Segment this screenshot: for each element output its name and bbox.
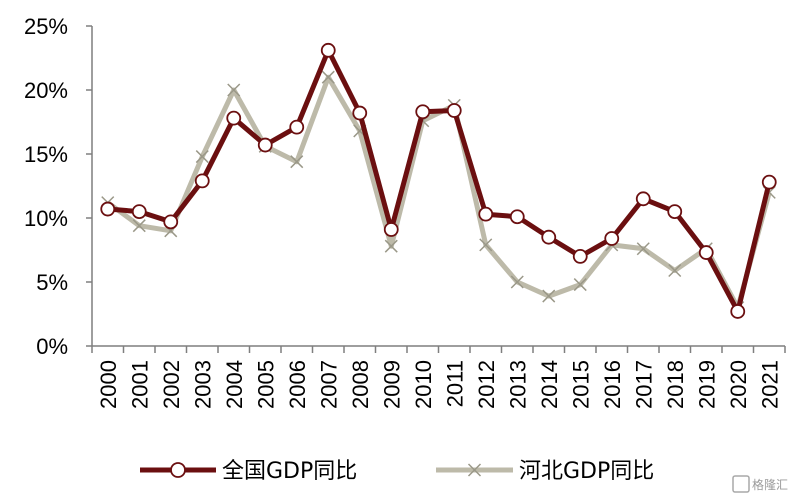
- x-tick-label: 2017: [631, 360, 656, 409]
- x-tick-label: 2004: [222, 360, 247, 409]
- data-point: [604, 231, 620, 246]
- x-tick-label: 2019: [694, 360, 719, 409]
- data-point: [667, 204, 683, 220]
- data-point: [290, 155, 304, 169]
- data-point: [384, 239, 398, 253]
- x-tick-label: 2003: [190, 360, 215, 409]
- x-tick-label: 2000: [96, 360, 121, 409]
- data-point: [132, 219, 146, 233]
- data-point: [698, 245, 714, 260]
- legend-label: 全国GDP同比: [222, 459, 357, 484]
- series-1: [100, 42, 777, 319]
- x-tick-label: 2012: [474, 360, 499, 409]
- data-point: [226, 110, 242, 126]
- y-tick-label: 5%: [36, 270, 68, 295]
- y-tick-label: 10%: [24, 206, 68, 231]
- data-point: [541, 229, 557, 245]
- data-point: [383, 222, 399, 237]
- x-tick-label: 2013: [505, 360, 530, 409]
- watermark: 格隆汇: [732, 475, 788, 493]
- data-point: [510, 275, 524, 289]
- data-point: [668, 263, 682, 278]
- data-point: [352, 105, 368, 121]
- data-point: [194, 173, 210, 189]
- data-point: [415, 104, 431, 120]
- data-point: [227, 83, 241, 97]
- x-tick-label: 2010: [411, 360, 436, 409]
- legend-label: 河北GDP同比: [519, 459, 654, 484]
- data-point: [320, 42, 336, 58]
- x-tick-label: 2006: [285, 360, 310, 409]
- x-tick-label: 2005: [253, 360, 278, 409]
- legend-item-1: 全国GDP同比: [140, 459, 357, 484]
- data-point: [509, 209, 525, 225]
- legend-marker-x-icon: [467, 463, 482, 477]
- data-point: [257, 137, 273, 153]
- y-tick-label: 0%: [36, 334, 68, 359]
- data-point: [636, 242, 650, 256]
- series-line: [107, 47, 772, 314]
- data-point: [572, 248, 588, 264]
- data-point: [446, 103, 462, 118]
- y-tick-label: 15%: [24, 142, 68, 167]
- data-point: [479, 238, 493, 252]
- x-tick-label: 2009: [379, 360, 404, 409]
- data-point: [542, 289, 556, 303]
- data-point: [635, 191, 651, 207]
- x-tick-label: 2001: [127, 360, 152, 409]
- x-tick-label: 2021: [757, 360, 782, 409]
- watermark-text: 格隆汇: [752, 477, 788, 492]
- x-tick-label: 2016: [600, 360, 625, 409]
- data-point: [131, 204, 147, 220]
- series-2: [101, 70, 776, 315]
- legend: 全国GDP同比 河北GDP同比: [140, 459, 654, 484]
- data-point: [195, 150, 209, 164]
- x-tick-label: 2011: [442, 360, 467, 407]
- data-point: [573, 278, 587, 292]
- x-tick-label: 2018: [663, 360, 688, 409]
- x-tick-label: 2008: [348, 360, 373, 409]
- y-tick-label: 20%: [24, 78, 68, 103]
- data-point: [730, 304, 746, 319]
- data-point: [478, 206, 494, 222]
- chart-axes: 0% 5% 10% 15% 20% 25% 2000 2001 2002 2003 2004 2005…: [24, 14, 786, 409]
- data-point: [321, 70, 335, 84]
- x-tick-label: 2015: [568, 360, 593, 409]
- x-tick-label: 2020: [726, 360, 751, 409]
- data-point: [100, 201, 116, 217]
- x-tick-label: 2002: [159, 360, 184, 409]
- legend-item-2: 河北GDP同比: [436, 459, 654, 484]
- x-tick-label: 2007: [316, 360, 341, 409]
- watermark-logo-icon: [732, 475, 750, 493]
- data-point: [761, 174, 777, 190]
- x-tick-label: 2014: [537, 360, 562, 409]
- data-point: [163, 214, 179, 230]
- y-tick-label: 25%: [24, 14, 68, 39]
- data-point: [289, 119, 305, 135]
- series-layer: [100, 42, 777, 319]
- legend-marker-circle-icon: [170, 462, 186, 478]
